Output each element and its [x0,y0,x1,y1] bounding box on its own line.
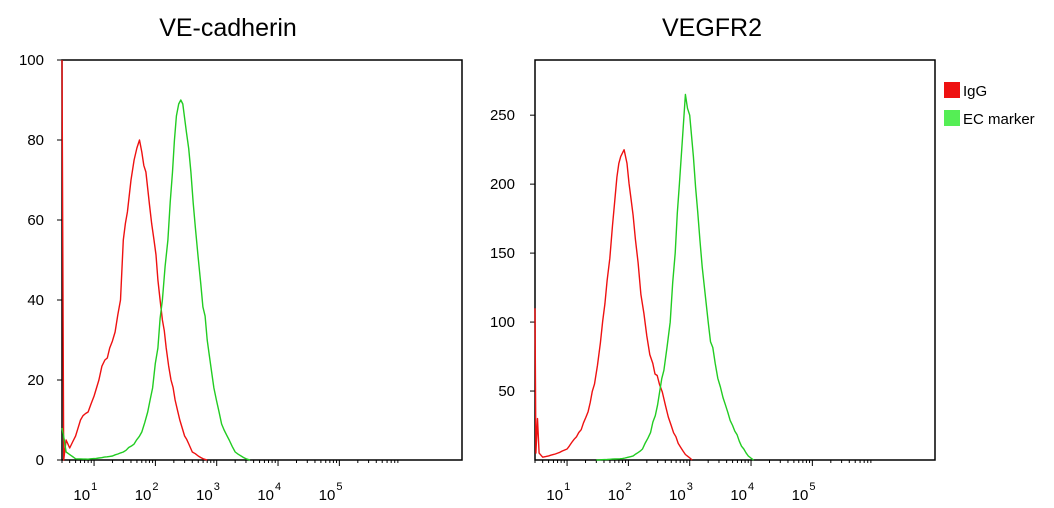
legend-swatch [944,82,960,98]
y-tick-label: 150 [490,245,515,262]
x-tick-label: 10 [319,487,336,504]
y-tick-label: 50 [498,383,515,400]
x-tick-label: 10 [546,487,563,504]
y-tick-label: 80 [27,132,44,149]
y-tick-label: 100 [490,314,515,331]
series-line-ec-marker [596,93,755,461]
x-axis: 10 1 10 2 10 3 10 4 10 5 [534,460,872,504]
y-tick-label: 200 [490,176,515,193]
plot-frame [534,59,936,461]
legend-label: EC marker [963,111,1035,128]
y-tick-label: 100 [19,52,44,69]
x-tick-label: 10 [135,487,152,504]
x-tick-exponent: 4 [275,481,281,493]
plot-frame [61,59,463,461]
legend: IgG EC marker [944,82,1035,128]
x-tick-label: 10 [669,487,686,504]
legend-label: IgG [963,83,987,100]
y-tick-label: 60 [27,212,44,229]
y-axis: 50 100 150 200 250 [490,107,535,400]
chart-title: VEGFR2 [662,14,762,42]
y-tick-label: 40 [27,292,44,309]
x-tick-label: 10 [73,487,90,504]
series-line-igg [534,149,693,461]
y-axis: 0 20 40 60 80 100 [19,52,62,469]
x-tick-label: 10 [257,487,274,504]
x-tick-label: 10 [730,487,747,504]
x-tick-exponent: 2 [625,481,631,493]
x-tick-exponent: 5 [336,481,342,493]
x-tick-label: 10 [792,487,809,504]
chart-title: VE-cadherin [159,14,297,42]
x-tick-label: 10 [608,487,625,504]
series-group [61,59,251,461]
x-tick-exponent: 1 [564,481,570,493]
x-axis: 10 1 10 2 10 3 10 4 10 5 [61,460,399,504]
y-tick-label: 20 [27,372,44,389]
x-tick-exponent: 4 [748,481,754,493]
x-tick-exponent: 1 [91,481,97,493]
x-tick-exponent: 3 [687,481,693,493]
legend-swatch [944,110,960,126]
x-tick-label: 10 [196,487,213,504]
series-line-ec-marker [61,99,251,461]
series-group [534,93,755,461]
x-tick-exponent: 5 [809,481,815,493]
x-tick-exponent: 2 [152,481,158,493]
series-line-igg [61,59,208,461]
y-tick-label: 0 [36,452,44,469]
y-tick-label: 250 [490,107,515,124]
x-tick-exponent: 3 [214,481,220,493]
